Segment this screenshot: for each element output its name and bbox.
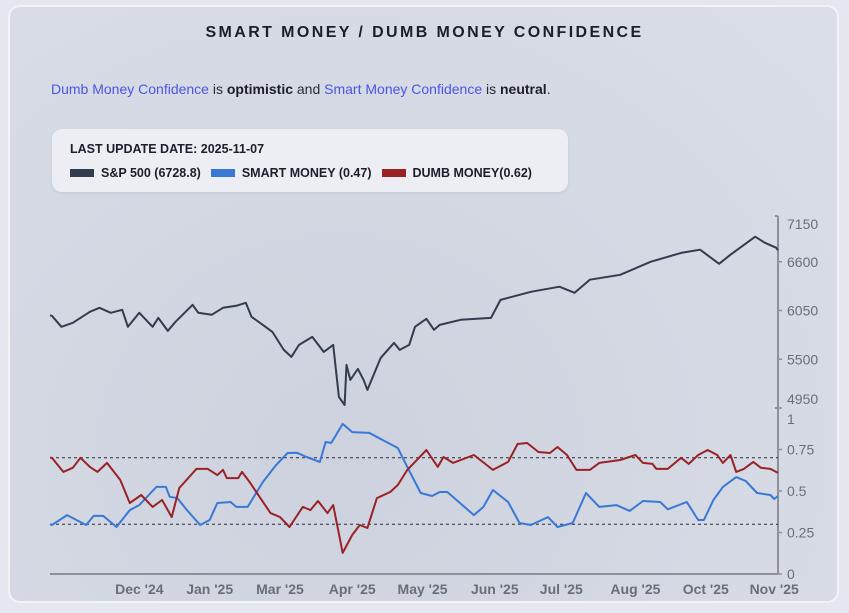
sp500-tick-label: 7150 xyxy=(787,216,818,232)
legend-swatch xyxy=(70,169,94,177)
x-tick-label: Jun '25 xyxy=(471,581,519,597)
smart-money-state: neutral xyxy=(500,81,547,97)
legend-swatch xyxy=(381,169,406,177)
x-tick-label: Aug '25 xyxy=(610,581,660,597)
sp500-tick-label: 5500 xyxy=(787,351,818,367)
confidence-tick-label: 0.75 xyxy=(787,442,814,458)
legend-item-sp500[interactable]: S&P 500 (6728.8) xyxy=(70,166,201,180)
legend-item-smart-money[interactable]: SMART MONEY (0.47) xyxy=(210,166,372,180)
legend-swatch xyxy=(210,169,235,177)
x-tick-label: Oct '25 xyxy=(683,581,729,597)
legend-label: DUMB MONEY(0.62) xyxy=(412,166,532,180)
summary-text: . xyxy=(546,81,551,97)
dumb-money-state: optimistic xyxy=(226,81,293,97)
chart-card xyxy=(8,5,839,603)
confidence-summary: Dumb Money Confidence is optimistic and … xyxy=(51,81,551,97)
dumb-money-line xyxy=(50,442,779,554)
summary-text: is xyxy=(208,81,227,97)
x-tick-label: Apr '25 xyxy=(329,581,376,597)
x-tick-label: May '25 xyxy=(398,581,448,597)
confidence-tick-label: 0 xyxy=(787,566,795,582)
smart-money-line xyxy=(49,422,779,528)
sp500-line xyxy=(49,235,779,406)
x-tick-label: Dec '24 xyxy=(115,581,164,597)
legend: LAST UPDATE DATE: 2025-11-07 S&P 500 (67… xyxy=(52,129,568,192)
sp500-tick-label: 6050 xyxy=(787,303,818,319)
confidence-tick-label: 0.25 xyxy=(787,525,814,541)
legend-label: SMART MONEY (0.47) xyxy=(241,166,372,180)
summary-text: is xyxy=(482,81,500,97)
legend-label: S&P 500 (6728.8) xyxy=(101,166,201,180)
sp500-tick-label: 4950 xyxy=(787,391,818,407)
x-tick-label: Nov '25 xyxy=(750,581,799,597)
summary-text: and xyxy=(293,81,325,97)
confidence-tick-label: 0.5 xyxy=(787,483,807,499)
x-tick-label: Mar '25 xyxy=(256,581,304,597)
x-tick-label: Jul '25 xyxy=(540,581,583,597)
smart-money-link[interactable]: Smart Money Confidence xyxy=(324,81,483,97)
confidence-tick-label: 1 xyxy=(787,411,795,427)
sp500-tick-label: 6600 xyxy=(787,254,818,270)
legend-item-dumb-money[interactable]: DUMB MONEY(0.62) xyxy=(381,166,532,180)
dumb-money-link[interactable]: Dumb Money Confidence xyxy=(51,81,209,97)
x-tick-label: Jan '25 xyxy=(186,581,233,597)
page-title: SMART MONEY / DUMB MONEY CONFIDENCE xyxy=(205,24,644,41)
last-update-date: LAST UPDATE DATE: 2025-11-07 xyxy=(70,142,265,156)
